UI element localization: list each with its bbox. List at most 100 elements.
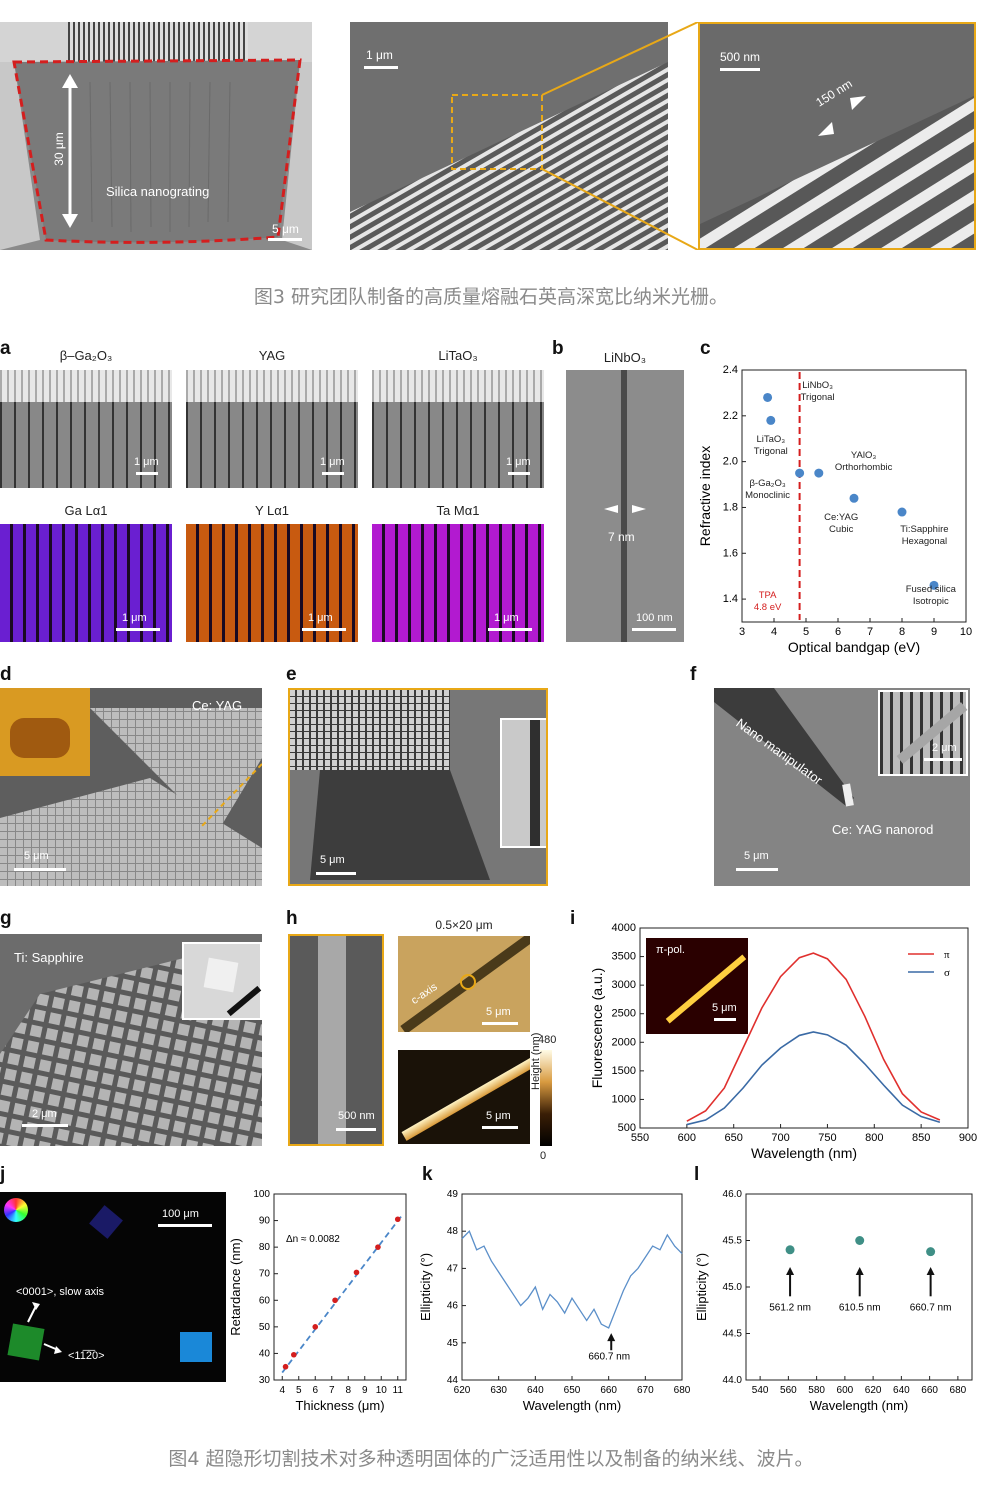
x-tick-label: 640 [527,1385,544,1396]
x-tick-label: 600 [837,1385,854,1396]
arrow-head [607,1333,616,1342]
x-tick-label: 3 [739,626,745,638]
a-title-1: β–Ga₂O₃ [59,348,113,363]
point-annotation: LiTaO₃ [756,434,785,445]
scale-label: 2 μm [32,1108,57,1120]
point-annotation: Ce:YAG [824,512,858,523]
y-tick-label: 45 [447,1338,459,1349]
scale-label: 5 μm [320,854,345,866]
y-tick-label: 2.2 [723,410,738,422]
cbar-title: Height (nm) [530,1032,542,1090]
y-tick-label: 50 [259,1322,271,1333]
y-tick-label: 45.5 [723,1236,743,1247]
point-annotation: 4.8 eV [754,602,782,613]
dn-annotation: Δn ≈ 0.0082 [286,1234,340,1245]
x-tick-label: 9 [931,626,937,638]
d-label: Ce: YAG [192,698,243,713]
cbar-min: 0 [540,1150,547,1162]
data-point [929,580,939,590]
h-afm: 5 μm [398,1050,530,1144]
b-title: LiNbO₃ [603,350,647,365]
chart-k: 620 630 640 650 660 670 680 44 45 46 47 48 49 Wavelen… [418,1189,691,1413]
point-annotation: 610.5 nm [839,1302,881,1313]
data-point [766,415,776,425]
data-point [926,1247,936,1257]
arrow-head [926,1267,935,1276]
a-title-2: YAG [258,348,286,363]
scale-label: 100 nm [636,612,673,624]
scale-label: 5 μm [486,1006,511,1018]
x-tick-label: 7 [329,1385,335,1396]
x-tick-label: 900 [959,1132,977,1144]
x-tick-label: 750 [818,1132,836,1144]
x-tick-label: 580 [808,1385,825,1396]
series-line-0 [686,952,941,1122]
data-point [795,468,805,478]
f-sem: Nano manipulator Ce: YAG nanorod 2 μm 5 … [714,688,970,886]
a-map-title-3: Ta Mα1 [436,503,480,518]
a-map-title-2: Y Lα1 [254,503,290,518]
label-i: i [570,908,576,929]
scale-label: 500 nm [338,1110,375,1122]
y-axis-label: Retardance (nm) [228,1238,243,1336]
y-tick-label: 1.4 [723,593,738,605]
x-tick-label: 700 [771,1132,789,1144]
data-point [897,507,907,517]
label-c: c [700,338,711,359]
label-l: l [694,1164,700,1185]
gap-label: 7 nm [608,530,635,544]
fig3-caption: 图3 研究团队制备的高质量熔融石英高深宽比纳米光栅。 [253,286,729,308]
point-annotation: Isotropic [913,596,949,607]
d-sem: Ce: YAG 5 μm [0,688,262,886]
y-tick-label: 40 [259,1348,271,1359]
x-tick-label: 9 [362,1385,368,1396]
scale-label: 100 μm [162,1208,199,1220]
h-sem: 500 nm [288,934,384,1146]
data-point [282,1363,289,1370]
point-annotation: Cubic [829,524,854,535]
y-tick-label: 1.8 [723,501,738,513]
i-inset: π-pol. 5 μm [646,938,748,1034]
x-axis-label: Thickness (μm) [295,1398,384,1413]
x-tick-label: 6 [835,626,841,638]
y-tick-label: 60 [259,1295,271,1306]
x-tick-label: 620 [454,1385,471,1396]
scale-label: 1 μm [366,48,393,62]
f-inset-scale: 2 μm [932,742,957,754]
plot-frame [461,1193,683,1381]
point-annotation: Fused silica [906,584,957,595]
x-tick-label: 660 [600,1385,617,1396]
y-tick-label: 49 [447,1189,459,1200]
a-map-1: 1 μm [0,524,172,642]
y-tick-label: 2000 [612,1036,636,1048]
x-axis-label: Wavelength (nm) [523,1398,622,1413]
slow-axis: <0001>, slow axis [16,1286,105,1298]
fig3-left-panel: 30 μm Silica nanograting 5 μm [0,22,312,250]
x-tick-label: 10 [960,626,972,638]
e-inset [500,718,546,848]
e-sem: 5 μm [288,688,548,886]
h-size: 0.5×20 μm [435,918,493,932]
fit-line [281,1216,402,1374]
y-tick-label: 100 [253,1189,270,1200]
a-sem-1: 1 μm [0,370,172,488]
x-tick-label: 5 [296,1385,302,1396]
x-tick-label: 650 [725,1132,743,1144]
y-tick-label: 30 [259,1375,271,1386]
fig3-right-panel: 150 nm 500 nm [698,22,976,250]
scale-label: 1 μm [506,456,531,468]
h-optical: c-axis 5 μm [398,936,530,1032]
chart-i: 550 600 650 700 750 800 850 900 500 1000 1500 2000 2… [589,922,977,1161]
point-annotation: YAlO₃ [851,450,876,461]
y-tick-label: 90 [259,1216,271,1227]
f-label: Ce: YAG nanorod [832,822,934,837]
label-a: a [0,338,11,359]
plot-frame [741,369,967,623]
arrow-head [855,1267,864,1276]
scale-label: 1 μm [494,612,519,624]
data-point [855,1236,865,1245]
y-tick-label: 46.0 [723,1189,743,1200]
data-point [814,468,824,478]
y-tick-label: 1500 [612,1065,636,1077]
y-tick-label: 44 [447,1375,459,1386]
